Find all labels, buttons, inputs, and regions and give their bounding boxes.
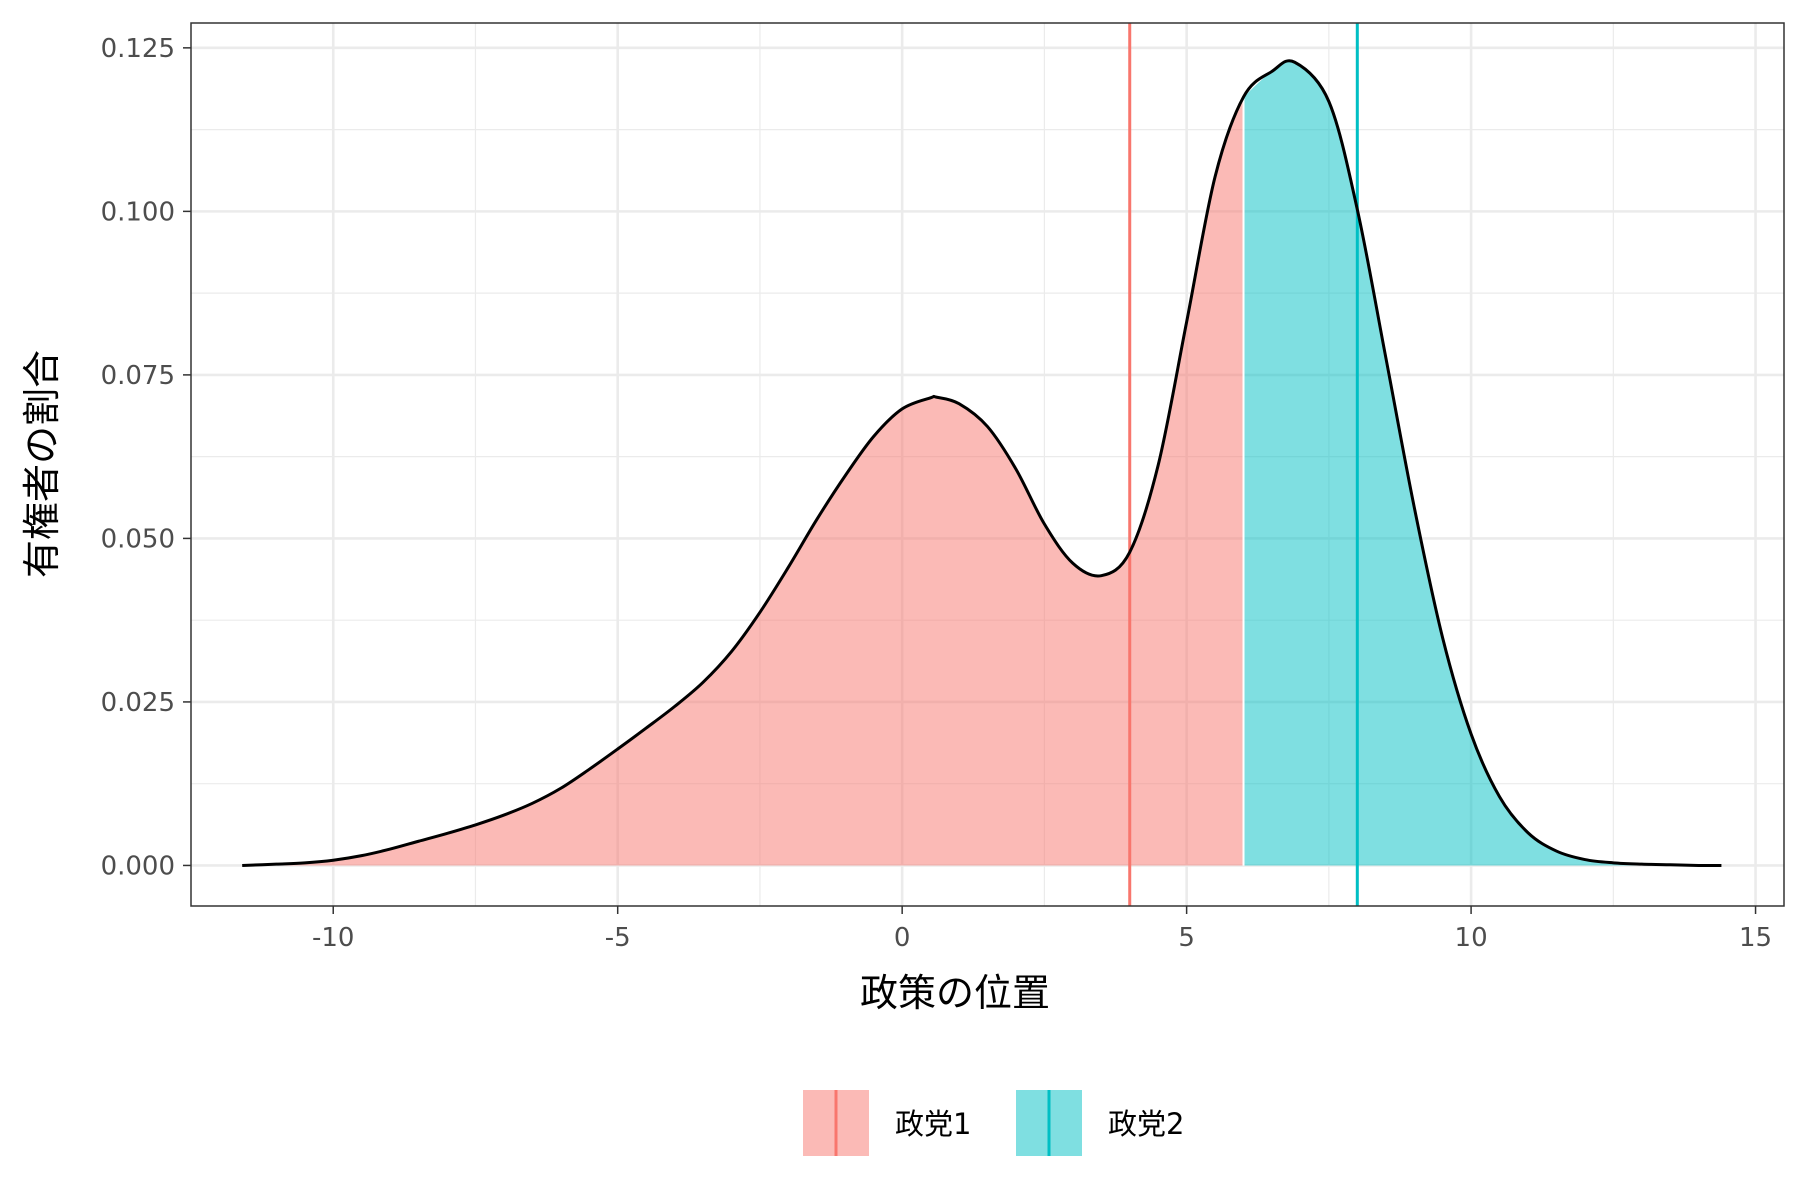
y-tick-label: 0.025 (101, 688, 175, 718)
party-position-lines (1128, 23, 1359, 906)
panel-border (190, 22, 1785, 907)
x-tick-label: -5 (605, 923, 631, 953)
density-curve (242, 59, 1722, 867)
area-party-1 (242, 96, 1244, 866)
legend: 政党1 政党2 (803, 1090, 1184, 1156)
y-tick-label: 0.100 (101, 197, 175, 227)
y-tick-label: 0.075 (101, 361, 175, 391)
y-tick-label: 0.125 (101, 34, 175, 64)
x-tick-label: 5 (1178, 923, 1195, 953)
y-axis: 0.000 0.025 0.050 0.075 0.100 0.125 (101, 34, 191, 881)
legend-item-party-2: 政党2 (1016, 1090, 1184, 1156)
legend-label: 政党1 (895, 1107, 971, 1141)
legend-label: 政党2 (1108, 1107, 1184, 1141)
x-tick-label: 0 (894, 923, 911, 953)
legend-item-party-1: 政党1 (803, 1090, 971, 1156)
x-tick-label: -10 (312, 923, 354, 953)
density-areas (242, 60, 1722, 866)
x-axis-title: 政策の位置 (860, 971, 1050, 1015)
x-axis: -10 -5 0 5 10 15 (312, 906, 1772, 953)
x-tick-label: 15 (1739, 923, 1772, 953)
y-tick-label: 0.000 (101, 851, 175, 881)
area-party-2 (1243, 60, 1722, 866)
y-axis-title: 有権者の割合 (20, 350, 64, 578)
x-tick-label: 10 (1455, 923, 1488, 953)
y-tick-label: 0.050 (101, 524, 175, 554)
